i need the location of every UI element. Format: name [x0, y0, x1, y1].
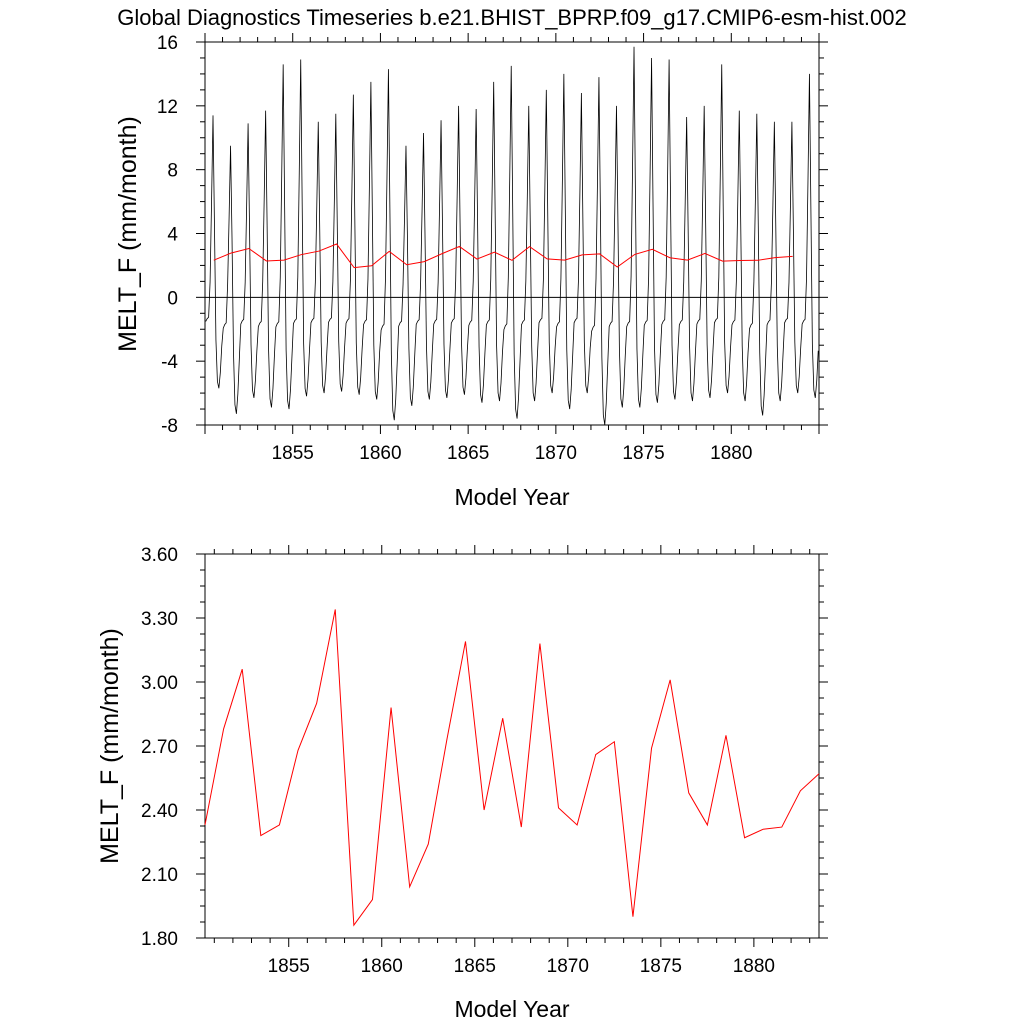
bottom-annual-mean-series-line	[204, 609, 820, 927]
bottom-plot-area	[204, 553, 820, 939]
top-series-group	[205, 46, 819, 426]
top-plot-frame	[204, 41, 820, 426]
bottom-x-tick-label: 1860	[361, 956, 403, 977]
bottom-y-tick-label: 1.80	[141, 929, 178, 950]
bottom-x-tick-label: 1870	[547, 956, 589, 977]
top-x-tick-label: 1880	[710, 443, 752, 464]
bottom-series-group	[204, 609, 820, 927]
top-x-tick-label: 1875	[622, 443, 664, 464]
top-y-tick-label: -4	[161, 352, 178, 373]
top-x-tick-label: 1860	[359, 443, 401, 464]
figure-title: Global Diagnostics Timeseries b.e21.BHIS…	[117, 5, 907, 30]
bottom-x-tick-label: 1875	[640, 956, 682, 977]
top-annual-mean-series-line	[213, 243, 793, 269]
bottom-y-tick-label: 2.10	[141, 865, 178, 886]
top-y-tick-label: 16	[157, 33, 178, 54]
top-y-tick-label: 8	[167, 161, 178, 182]
bottom-y-tick-label: 3.30	[141, 609, 178, 630]
top-axis-ticks	[196, 33, 828, 434]
top-y-tick-label: -8	[161, 416, 178, 437]
top-x-axis-label: Model Year	[454, 484, 569, 510]
top-monthly-series-line	[205, 46, 819, 426]
bottom-plot-frame	[204, 553, 820, 939]
bottom-x-tick-label: 1855	[268, 956, 310, 977]
top-tick-labels: 1855 1860 1865 1870 1875 1880 -8 -4 0 4 8 12 16	[157, 33, 753, 464]
bottom-tick-labels: 1855 1860 1865 1870 1875 1880 1.80 2.10 2.40 2.70…	[141, 545, 775, 977]
top-y-tick-label: 4	[167, 225, 178, 246]
bottom-x-axis-label: Model Year	[454, 996, 569, 1022]
top-y-tick-label: 12	[157, 97, 178, 118]
top-y-tick-label: 0	[167, 288, 178, 309]
top-plot-area	[204, 41, 820, 426]
bottom-y-tick-label: 3.00	[141, 673, 178, 694]
bottom-x-tick-label: 1880	[733, 956, 775, 977]
bottom-panel: 1855 1860 1865 1870 1875 1880 1.80 2.10 2.40 2.70…	[96, 545, 828, 1022]
top-y-axis-label: MELT_F (mm/month)	[114, 116, 142, 352]
top-x-tick-label: 1865	[447, 443, 489, 464]
top-x-tick-label: 1870	[535, 443, 577, 464]
bottom-y-tick-label: 2.40	[141, 801, 178, 822]
bottom-y-tick-label: 2.70	[141, 737, 178, 758]
bottom-y-tick-label: 3.60	[141, 545, 178, 566]
bottom-x-tick-label: 1865	[454, 956, 496, 977]
top-x-tick-label: 1855	[272, 443, 314, 464]
bottom-axis-ticks	[196, 545, 828, 947]
top-panel: 1855 1860 1865 1870 1875 1880 -8 -4 0 4 8 12 16 Mode…	[114, 33, 828, 510]
bottom-y-axis-label: MELT_F (mm/month)	[96, 628, 124, 864]
